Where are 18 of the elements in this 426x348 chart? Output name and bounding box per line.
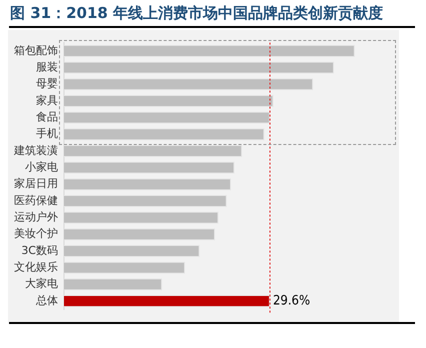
- data-label: 29.6%: [272, 293, 310, 308]
- y-tick-label: 母婴: [36, 77, 58, 90]
- y-tick-label: 文化娱乐: [14, 260, 58, 274]
- y-tick-label: 美妆个护: [14, 227, 58, 240]
- y-tick-label: 3C数码: [21, 244, 58, 257]
- y-tick-label: 建筑装潢: [13, 144, 58, 157]
- y-tick-label: 总体: [35, 294, 58, 307]
- chart-title: 图 31：2018 年线上消费市场中国品牌品类创新贡献度: [10, 4, 384, 23]
- y-tick-label: 运动户外: [14, 210, 58, 224]
- y-tick-label: 服装: [36, 60, 58, 74]
- y-tick-label: 家具: [36, 94, 58, 107]
- y-tick-label: 小家电: [25, 160, 58, 174]
- y-tick-label: 大家电: [25, 277, 58, 290]
- y-tick-label: 手机: [36, 127, 58, 140]
- y-tick-label: 医药保健: [14, 194, 58, 207]
- y-tick-label: 食品: [36, 110, 58, 124]
- y-tick-label: 家居日用: [14, 177, 58, 190]
- y-tick-label: 箱包配饰: [14, 44, 58, 57]
